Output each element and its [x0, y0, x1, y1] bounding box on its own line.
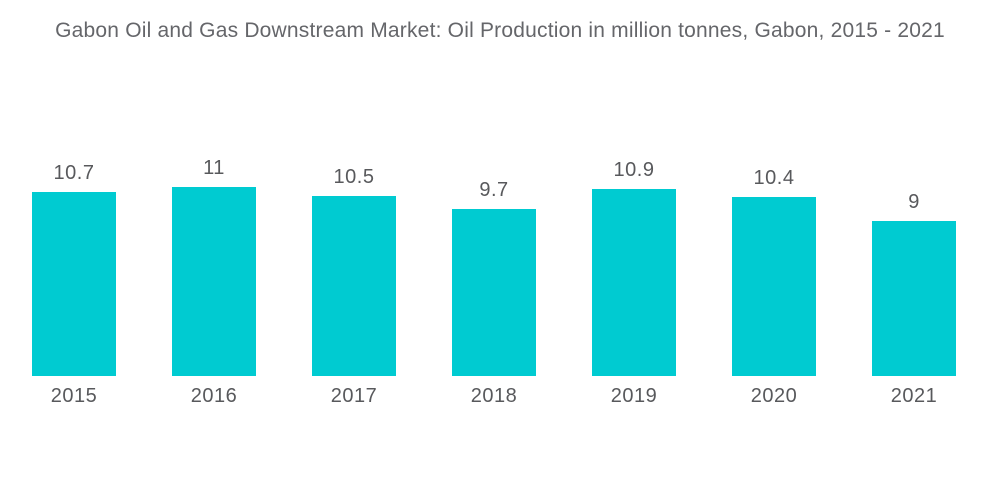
bar-chart: 10.7 11 10.5 9.7 10.9 10.4 9 [4, 0, 984, 376]
chart-title: Gabon Oil and Gas Downstream Market: Oil… [55, 19, 945, 42]
x-axis: 2015 2016 2017 2018 2019 2020 2021 [4, 385, 984, 408]
bar [32, 192, 116, 376]
bar-column: 10.4 [704, 167, 844, 376]
bar-column: 10.7 [4, 162, 144, 376]
bar [452, 209, 536, 376]
bar-column: 10.5 [284, 166, 424, 376]
bar [172, 187, 256, 376]
bar [312, 195, 396, 376]
bar-value-label: 10.4 [753, 167, 795, 190]
bar-column: 10.9 [564, 159, 704, 376]
bar-value-label: 10.5 [333, 165, 375, 188]
bar-value-label: 9.7 [479, 179, 509, 202]
bar-value-label: 11 [203, 157, 225, 179]
x-axis-label: 2016 [190, 385, 238, 407]
x-axis-label: 2018 [470, 385, 518, 407]
bar-value-label: 10.9 [613, 158, 655, 181]
x-axis-label: 2019 [610, 385, 658, 407]
bar [732, 197, 816, 376]
x-axis-label: 2015 [50, 385, 98, 407]
bar-column: 11 [144, 157, 284, 376]
bar [872, 221, 956, 376]
bar-value-label: 9 [908, 191, 920, 214]
x-axis-label: 2020 [750, 385, 798, 407]
x-axis-label: 2021 [890, 385, 938, 407]
bar-value-label: 10.7 [53, 162, 95, 185]
bar-column: 9.7 [424, 179, 564, 376]
bar-column: 9 [844, 191, 984, 376]
bar [592, 188, 676, 376]
x-axis-label: 2017 [330, 385, 378, 407]
